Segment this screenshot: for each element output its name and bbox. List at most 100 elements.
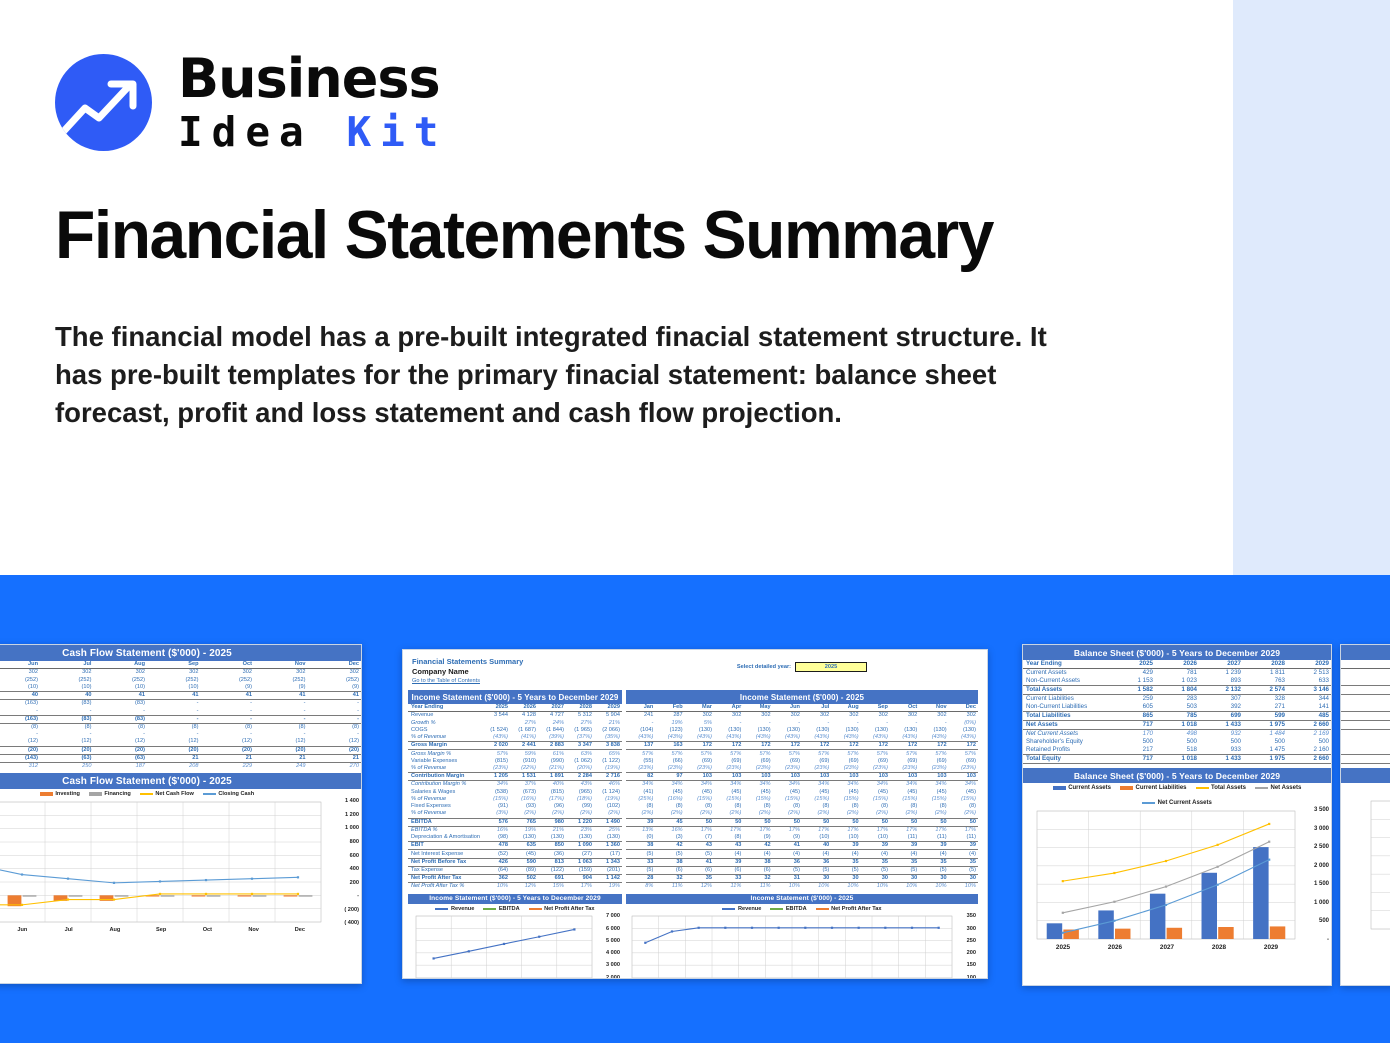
table-cell: 4 727 bbox=[549, 712, 564, 719]
table-cell: (10) bbox=[848, 834, 859, 841]
cash-flow-chart[interactable]: Investing Financing Net Cash Flow Closing C… bbox=[0, 789, 361, 936]
table-cell: (0%) bbox=[964, 719, 976, 726]
table-cell: - bbox=[147, 714, 201, 724]
table-cell: 850 bbox=[538, 841, 566, 851]
table-cell: (45) bbox=[848, 788, 859, 795]
table-row: Current Assets 429 781 1 239 1 811 2 513 bbox=[1023, 669, 1331, 678]
table-cell: (43%) bbox=[785, 734, 800, 741]
table-cell: (815) bbox=[550, 788, 564, 795]
table-cell: (12) bbox=[188, 738, 199, 745]
table-cell: (130) bbox=[786, 726, 800, 733]
table-cell: 11% bbox=[730, 883, 742, 890]
annual-income-chart[interactable]: Revenue EBITDA Net Profit After Tax 7 000 6… bbox=[408, 904, 622, 978]
legend-swatch bbox=[1119, 786, 1133, 790]
screenshot-cash-flow-statement[interactable]: Cash Flow Statement ($'000) - 2025 MayJu… bbox=[0, 644, 362, 984]
axis-tick-label: 3 000 bbox=[606, 962, 620, 969]
table-cell: 50 bbox=[889, 817, 920, 827]
table-row: 1 297 bbox=[1341, 685, 1390, 695]
table-row: (23%) (23%) (23%) (23%) (23%) (23%) (23%) (23%)… bbox=[626, 765, 978, 773]
table-cell: 2 716 bbox=[593, 772, 622, 782]
table-cell: 10% bbox=[906, 883, 918, 890]
table-cell: (17) bbox=[610, 850, 620, 857]
legend-item: Revenue bbox=[435, 906, 474, 912]
table-cell: (5) bbox=[851, 867, 859, 874]
table-row-label: % of Revenue bbox=[411, 795, 447, 802]
table-row: 82 97 103 103 103 103 103 103 103 103 103 103 bbox=[626, 772, 978, 782]
table-cell: (99) bbox=[582, 803, 592, 810]
table-cell: 500 bbox=[1318, 738, 1329, 746]
year-selector-input[interactable]: 2025 bbox=[795, 662, 867, 672]
balance-sheet-chart[interactable]: Current Assets Current Liabilities Total A… bbox=[1023, 783, 1331, 954]
screenshot-income-statement[interactable]: Financial Statements Summary Company Nam… bbox=[402, 649, 988, 979]
table-header-cell: Jun bbox=[0, 661, 40, 670]
table-cell: (130) bbox=[728, 726, 742, 733]
table-cell: (4) bbox=[763, 850, 771, 857]
legend-item: Net Current Assets bbox=[1142, 800, 1212, 806]
table-header-cell: 2026 bbox=[1155, 660, 1199, 669]
table-of-contents-link[interactable]: Go to the Table of Contents bbox=[412, 678, 480, 684]
screenshot-balance-sheet[interactable]: Balance Sheet ($'000) - 5 Years to Decem… bbox=[1022, 644, 1332, 986]
table-cell: 30 bbox=[831, 874, 861, 884]
table-cell: 172 bbox=[713, 741, 744, 751]
table-cell: (2%) bbox=[552, 810, 564, 817]
table-cell: (2%) bbox=[608, 810, 620, 817]
table-cell: 302 bbox=[349, 669, 359, 676]
table-cell: (15%) bbox=[726, 795, 742, 802]
table-cell: 865 bbox=[1111, 711, 1155, 721]
legend-label: EBITDA bbox=[498, 906, 520, 913]
table-cell: 27% bbox=[580, 719, 592, 726]
table-header-label: Year Ending bbox=[408, 704, 483, 713]
table-cell: 2 513 bbox=[1313, 669, 1329, 677]
table-cell: 41 bbox=[307, 690, 361, 701]
table-cell: 28 bbox=[626, 874, 656, 884]
table-cell: 172 bbox=[919, 741, 949, 751]
axis-tick-label: 2 000 bbox=[1313, 862, 1329, 869]
table-row: EBITDA 576 765 980 1 220 1 490 bbox=[408, 817, 622, 827]
table-cell: 34% bbox=[876, 781, 888, 788]
table-cell: 500 bbox=[1142, 738, 1153, 746]
table-cell: (15%) bbox=[961, 795, 976, 802]
legend-swatch bbox=[815, 908, 829, 911]
table-cell: (69) bbox=[848, 757, 859, 764]
table-cell: (123) bbox=[669, 726, 683, 733]
table-cell: (2%) bbox=[729, 810, 742, 817]
table-cell: (8) bbox=[939, 803, 947, 810]
table-row: (13)(12)(12)(12)(12)(12)(12)(12) bbox=[0, 738, 361, 746]
table-cell: (130) bbox=[904, 726, 918, 733]
table-cell: - bbox=[307, 714, 361, 724]
table-row-label: Salaries & Wages bbox=[411, 788, 456, 795]
screenshot-monthly-balance-sheet[interactable]: Jan1 1741241 297936927865121 08150012512… bbox=[1340, 644, 1390, 986]
table-header-cell: 2028 bbox=[565, 704, 594, 713]
table-cell: (20) bbox=[200, 745, 254, 755]
table-cell: 893 bbox=[1230, 677, 1241, 685]
legend-item: Net Cash Flow bbox=[139, 791, 194, 797]
table-cell: 39 bbox=[948, 841, 978, 851]
table-row: 4340404141414141 bbox=[0, 690, 361, 701]
monthly-balance-plot-area bbox=[1341, 797, 1390, 933]
table-cell: (3%) bbox=[496, 810, 509, 817]
monthly-balance-sheet-chart[interactable]: Jan bbox=[1341, 783, 1390, 944]
table-cell: (130) bbox=[698, 726, 712, 733]
table-cell: 19% bbox=[671, 719, 683, 726]
table-cell: 1 174 bbox=[1341, 669, 1390, 678]
table-cell: - bbox=[303, 700, 306, 707]
axis-tick-label: 3 000 bbox=[1313, 825, 1329, 832]
table-cell: (201) bbox=[606, 867, 620, 874]
table-cell: 605 bbox=[1142, 703, 1153, 711]
table-row-label: Contribution Margin % bbox=[411, 781, 467, 788]
year-selector[interactable]: Select detailed year: 2025 bbox=[737, 662, 867, 672]
table-cell: 39 bbox=[919, 841, 949, 851]
monthly-income-chart[interactable]: Revenue EBITDA Net Profit After Tax 350 300… bbox=[626, 904, 978, 978]
table-cell: 980 bbox=[538, 817, 566, 827]
balance-sheet-table-title: Balance Sheet ($'000) - 5 Years to Decem… bbox=[1023, 645, 1331, 660]
table-cell: (83) bbox=[40, 714, 94, 724]
table-cell: (10) bbox=[188, 683, 199, 690]
table-header-cell: Feb bbox=[655, 704, 685, 713]
table-cell: 30 bbox=[860, 874, 890, 884]
table-cell: 172 bbox=[743, 741, 773, 751]
legend-label: Revenue bbox=[450, 906, 475, 913]
table-cell: (104) bbox=[640, 726, 654, 733]
legend-label: Net Profit After Tax bbox=[544, 906, 595, 913]
table-cell: 37% bbox=[524, 781, 536, 788]
